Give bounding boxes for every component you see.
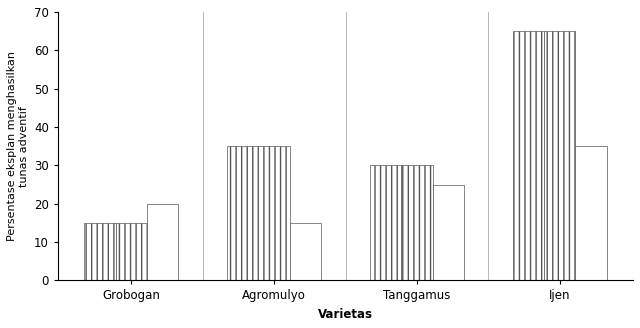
Bar bbox=[227, 146, 259, 280]
Bar bbox=[84, 223, 116, 280]
Bar bbox=[290, 223, 321, 280]
Bar bbox=[259, 146, 290, 280]
Y-axis label: Persentase eksplan menghasilkan
tunas adventif: Persentase eksplan menghasilkan tunas ad… bbox=[7, 51, 29, 241]
Bar bbox=[116, 223, 147, 280]
Bar bbox=[401, 165, 433, 280]
Bar bbox=[147, 204, 179, 280]
Bar bbox=[433, 185, 464, 280]
X-axis label: Varietas: Varietas bbox=[318, 308, 373, 321]
Bar bbox=[575, 146, 607, 280]
Bar bbox=[513, 31, 544, 280]
Bar bbox=[370, 165, 401, 280]
Bar bbox=[544, 31, 575, 280]
